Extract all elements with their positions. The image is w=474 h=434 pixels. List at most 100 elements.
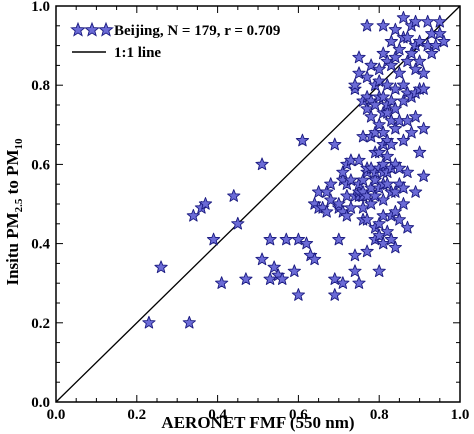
x-tick-label: 0.4 (208, 407, 227, 423)
scatter-point (324, 177, 338, 190)
scatter-point (417, 66, 431, 80)
scatter-point (388, 121, 402, 135)
scatter-point (263, 232, 277, 246)
scatter-point (396, 94, 411, 107)
scatter-point (404, 46, 419, 60)
scatter-point (388, 82, 402, 95)
scatter-point (384, 58, 398, 72)
scatter-point (291, 232, 306, 246)
scatter-point (388, 102, 402, 115)
scatter-point (417, 121, 431, 135)
scatter-point (328, 272, 342, 285)
legend-star-icon (84, 21, 100, 37)
scatter-point (356, 173, 370, 186)
y-tick-label: 0.2 (31, 316, 50, 332)
scatter-point (429, 38, 443, 52)
tick-labels: 0.0 0.2 0.4 0.6 0.8 1.0 0.0 0.2 0.4 0.6 0.8 1.0 (31, 0, 469, 423)
scatter-points (142, 10, 451, 329)
x-axis-title: AERONET FMF (550 nm) (161, 413, 354, 432)
scatter-point (360, 18, 374, 32)
scatter-point (320, 185, 334, 198)
scatter-point (360, 102, 374, 115)
y-axis-title-sub2: 10 (13, 138, 25, 150)
y-axis-title-sub1: 2.5 (13, 198, 25, 212)
scatter-point (182, 315, 196, 329)
scatter-point (372, 117, 386, 131)
scatter-point (412, 34, 427, 48)
scatter-point (396, 133, 411, 147)
scatter-point (400, 220, 415, 234)
scatter-point (372, 74, 386, 87)
scatter-point (412, 145, 427, 159)
scatter-point (364, 197, 378, 210)
legend-star-icon (70, 21, 86, 37)
legend-line-label: 1:1 line (114, 45, 161, 61)
scatter-point (340, 208, 354, 222)
scatter-point (404, 125, 419, 139)
scatter-point (352, 276, 366, 289)
scatter-point (408, 185, 423, 198)
scatter-point (392, 161, 407, 175)
scatter-point (328, 137, 342, 151)
scatter-point (433, 26, 447, 40)
scatter-point (324, 193, 338, 206)
scatter-point (372, 62, 386, 76)
scatter-point (356, 201, 370, 214)
scatter-point (328, 288, 342, 301)
x-tick-label: 0.2 (127, 407, 146, 423)
scatter-point (425, 46, 439, 60)
scatter-point (384, 232, 398, 246)
scatter-point (215, 276, 229, 289)
x-tick-label: 0.6 (289, 407, 308, 423)
scatter-point (408, 62, 423, 76)
scatter-point (388, 204, 402, 218)
scatter-point (376, 193, 390, 206)
scatter-point (392, 212, 407, 226)
scatter-point (275, 272, 289, 285)
scatter-point (372, 145, 386, 159)
scatter-point (352, 66, 366, 80)
scatter-point (376, 90, 390, 103)
scatter-point (376, 157, 390, 171)
scatter-point (412, 54, 427, 68)
scatter-point (360, 212, 374, 226)
axes (55, 5, 461, 403)
scatter-point (388, 185, 402, 198)
one-to-one-line (55, 5, 461, 403)
scatter-point (348, 264, 362, 278)
legend: Beijing, N = 179, r = 0.709 1:1 line (70, 21, 280, 61)
scatter-point (372, 216, 386, 230)
scatter-point (380, 105, 394, 119)
scatter-point (287, 264, 301, 278)
scatter-point (352, 153, 366, 167)
scatter-point (396, 181, 411, 194)
scatter-point (400, 165, 415, 179)
y-axis-title-main: Insitu PM (3, 212, 22, 285)
scatter-point (421, 14, 435, 28)
scatter-point (352, 50, 366, 64)
scatter-point (348, 248, 362, 262)
scatter-point (376, 18, 390, 32)
scatter-point (384, 137, 398, 151)
scatter-point (186, 208, 200, 222)
scatter-point (231, 216, 245, 230)
scatter-point (372, 228, 386, 242)
scatter-point (417, 169, 431, 182)
scatter-point (142, 315, 156, 329)
scatter-point (372, 264, 386, 278)
scatter-point (299, 236, 314, 250)
scatter-point (384, 94, 398, 107)
scatter-point (437, 34, 451, 48)
scatter-point (291, 288, 306, 301)
scatter-point (417, 82, 431, 95)
y-axis-title: Insitu PM2.5 to PM10 (3, 138, 25, 286)
y-tick-label: 0.8 (31, 78, 50, 94)
scatter-point (408, 14, 423, 28)
scatter-point (388, 22, 402, 36)
scatter-point (400, 30, 415, 44)
scatter-point (336, 276, 350, 289)
scatter-point (364, 58, 378, 72)
scatter-point (400, 54, 415, 68)
scatter-point (380, 177, 394, 190)
